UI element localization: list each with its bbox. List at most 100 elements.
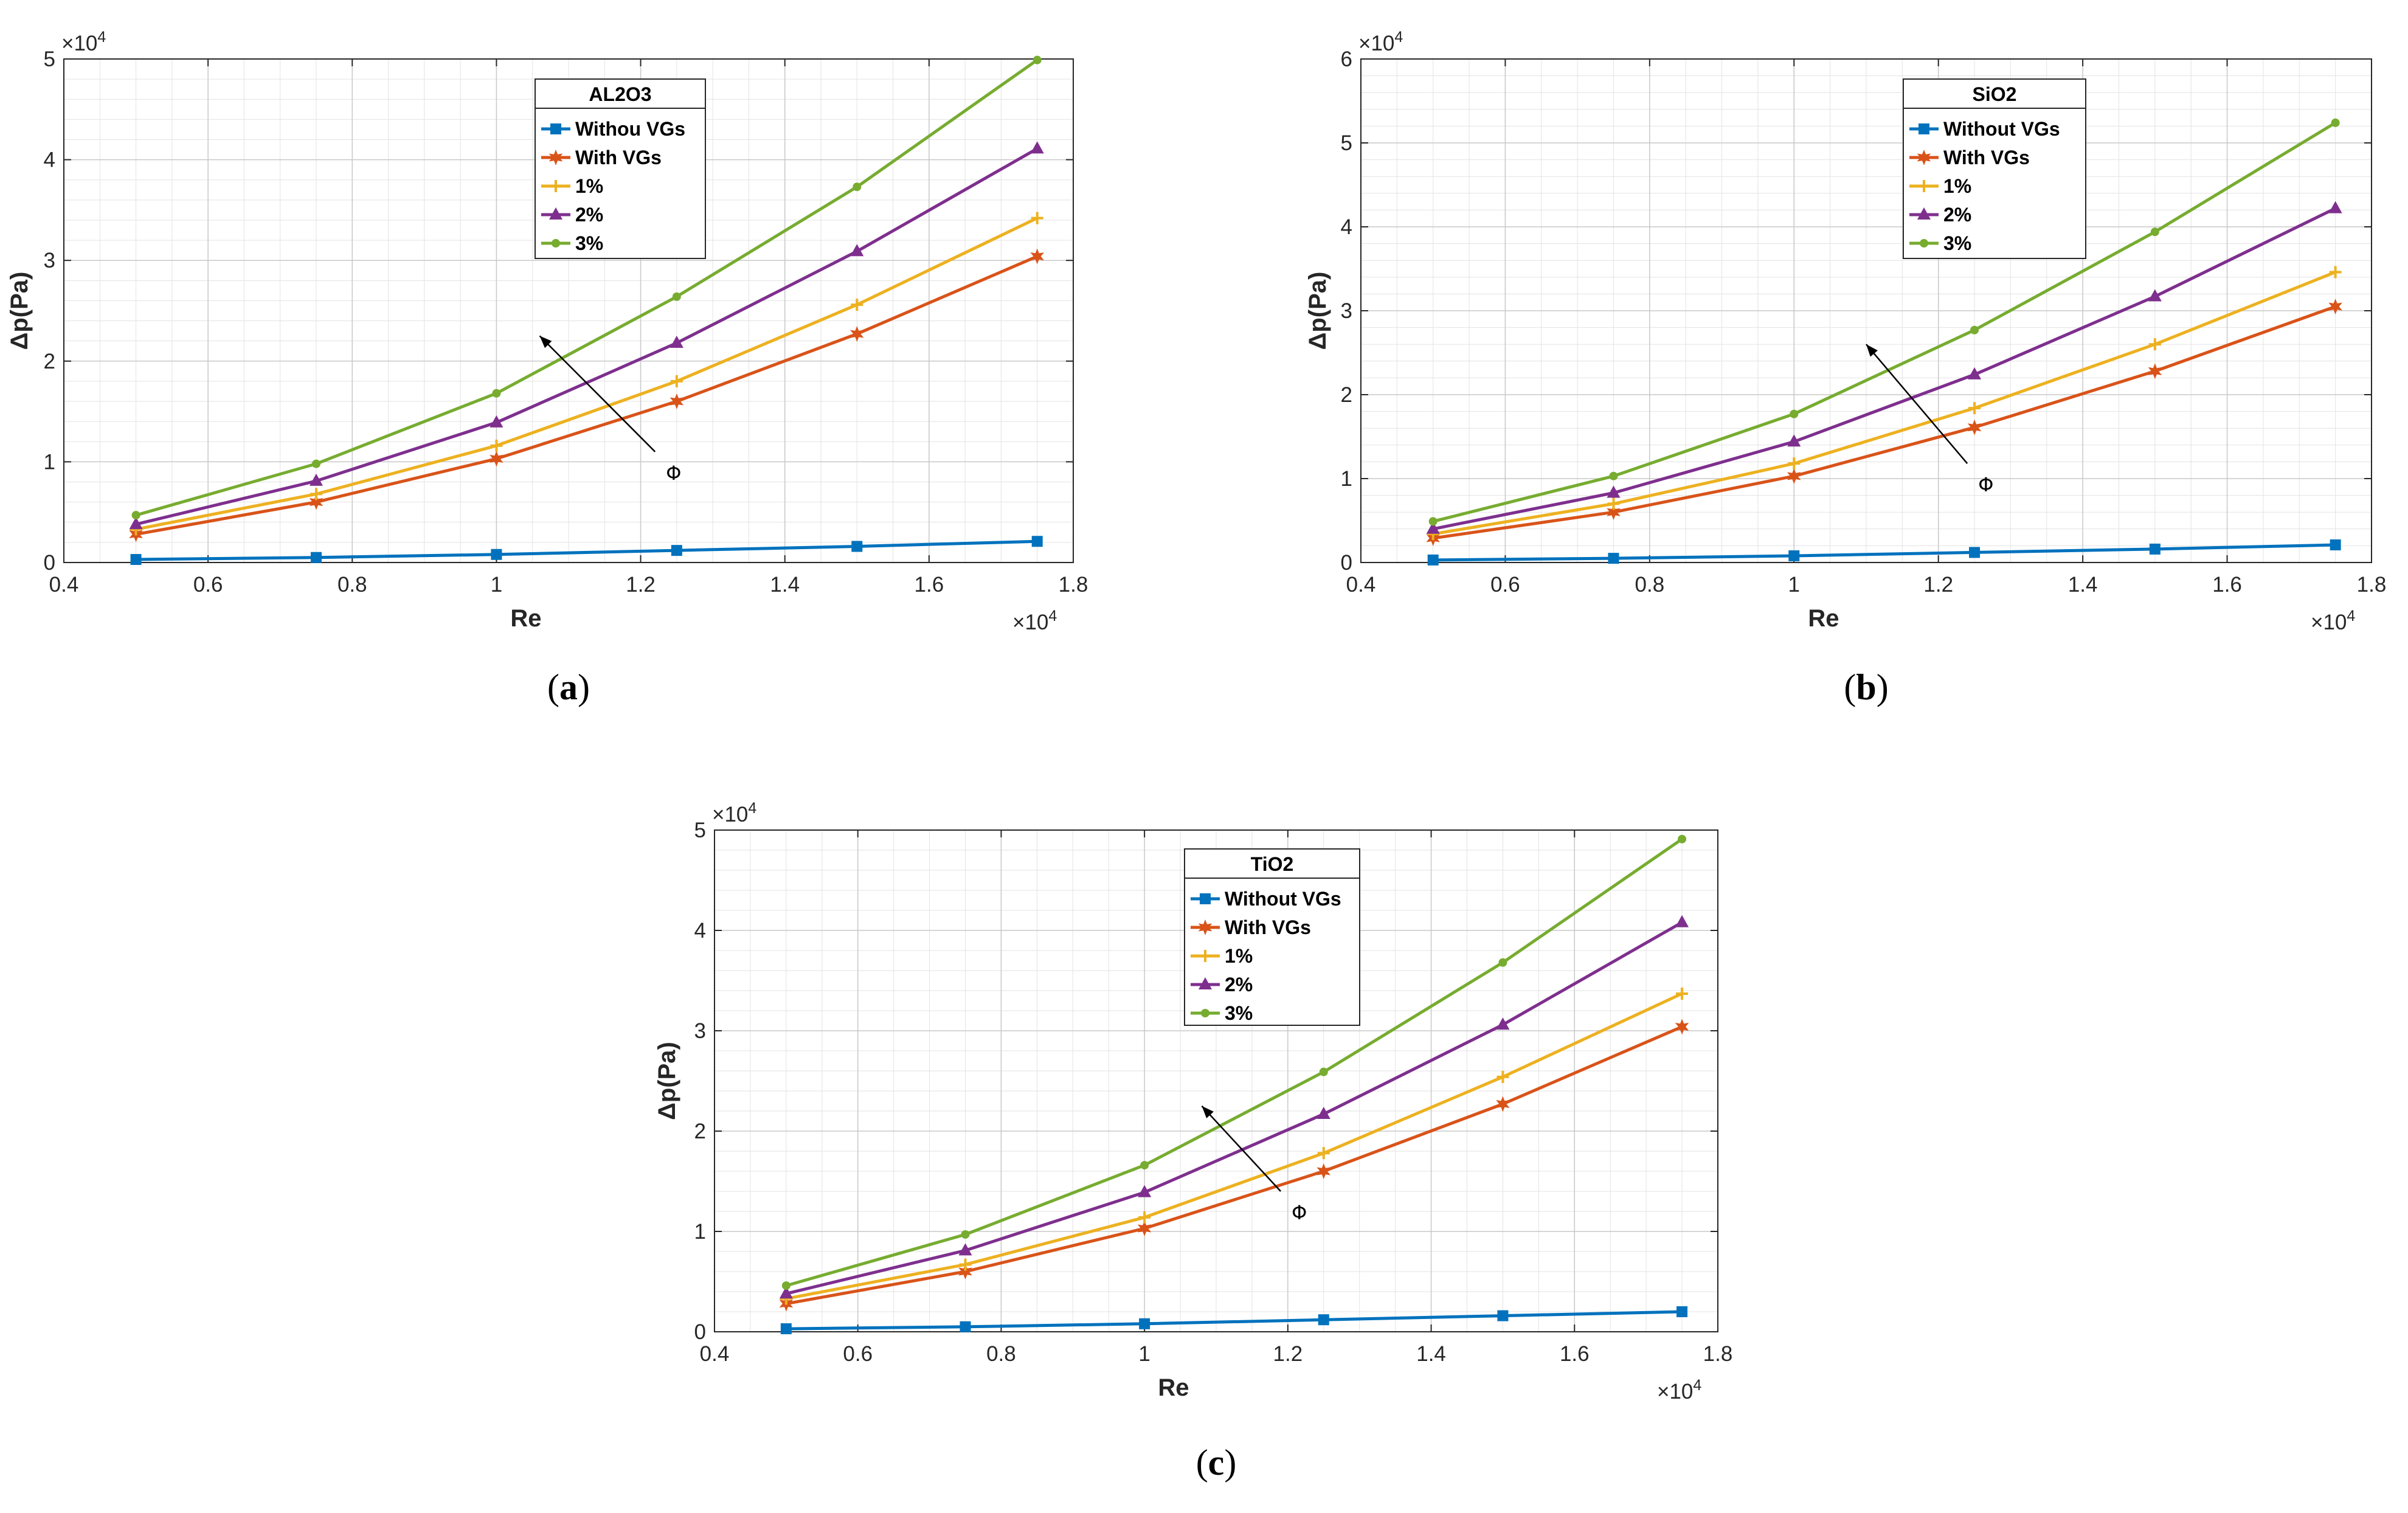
panel-c-data-point — [1675, 1019, 1689, 1035]
panel-b-legend-swatch-marker — [1917, 150, 1931, 165]
panel-b-ylabel: Δp(Pa) — [1304, 272, 1331, 350]
panel-a-y-exponent: 4 — [97, 29, 106, 46]
panel-c-series-line — [786, 1310, 1683, 1331]
panel-b-data-point — [2150, 227, 2159, 237]
panel-a-series-line — [136, 255, 1038, 536]
panel-c-legend-item: 1% — [1225, 945, 1253, 967]
panel-c-xtick-label: 1.4 — [1416, 1342, 1446, 1366]
panel-c-series-2 — [780, 987, 1689, 1305]
panel-a-xtick-label: 1.6 — [915, 573, 944, 597]
panel-c-data-point — [781, 1281, 791, 1290]
panel-a-xtick-label: 1.8 — [1059, 573, 1088, 597]
panel-a-annotation: Φ — [539, 335, 681, 485]
panel-c-data-point — [1496, 1017, 1510, 1030]
panel-a-ytick-label: 2 — [44, 350, 55, 373]
panel-a-series-line — [136, 539, 1037, 561]
panel-a-series-line — [136, 216, 1038, 531]
panel-c-ytick-label: 5 — [694, 819, 706, 842]
panel-c-legend-swatch-marker — [1200, 893, 1211, 904]
panel-b-data-point — [2331, 118, 2340, 127]
panel-b-ytick-label: 1 — [1341, 467, 1352, 491]
panel-a-data-point — [1031, 536, 1043, 547]
panel-a-ytick-label: 1 — [44, 450, 55, 474]
panel-b-ytick-label: 3 — [1341, 299, 1352, 323]
panel-b-ytick-label: 2 — [1341, 383, 1352, 407]
panel-c-data-point — [1497, 1310, 1509, 1321]
panel-a-legend-swatch-marker — [550, 123, 561, 134]
panel-c-series-4 — [781, 834, 1687, 1290]
panel-b-series-2 — [1427, 266, 2342, 541]
panel-a-legend-swatch-marker — [552, 239, 560, 248]
panel-b-caption-letter: b — [1856, 667, 1876, 707]
panel-b-data-point — [1609, 471, 1618, 480]
panel-c-legend: TiO2 Without VGs With VGs 1% 2% 3% — [1184, 848, 1360, 1026]
panel-b-legend-item: With VGs — [1943, 147, 2030, 168]
panel-a-legend-swatch-marker — [549, 207, 562, 220]
panel-a-xtick-label: 1.4 — [770, 573, 800, 597]
panel-b-caption-open: ( — [1844, 667, 1856, 707]
panel-c-annotation-label: Φ — [1292, 1201, 1307, 1224]
panel-a-data-point — [310, 488, 322, 500]
panel-c-data-point — [959, 1258, 972, 1271]
panel-b-series-3 — [1426, 201, 2342, 534]
panel-b-x-exponent: 4 — [2347, 608, 2355, 625]
panel-b-data-point — [1607, 504, 1621, 521]
panel-a-data-point — [851, 299, 863, 311]
panel-c-annotation-arrowhead — [1202, 1106, 1214, 1118]
panel-c-data-point — [1139, 1318, 1150, 1329]
panel-b-xtick-label: 1.6 — [2212, 573, 2242, 597]
panel-c-legend-swatch-marker — [1201, 1009, 1209, 1017]
panel-c-annotation-arrow — [1201, 1105, 1281, 1192]
panel-b-series-line — [1433, 271, 2336, 536]
panel-b-legend-swatch-marker — [1917, 207, 1931, 220]
panel-c: 0.4 0.6 0.8 1 1.2 1.4 1.6 1.8012345×104×104ReΔp… — [654, 800, 1732, 1483]
panel-c-series-line — [786, 921, 1683, 1295]
panel-b-data-point — [1790, 409, 1799, 418]
panel-c-data-point — [1316, 1163, 1330, 1179]
panel-b-legend-item: 2% — [1943, 204, 1971, 226]
panel-c-data-point — [1318, 1314, 1329, 1326]
panel-c-data-point — [958, 1264, 972, 1279]
panel-a-legend-swatch-marker — [550, 180, 562, 192]
panel-a-data-point — [670, 375, 683, 387]
panel-a-data-point — [850, 326, 864, 342]
panel-b-caption: (b) — [1844, 667, 1888, 707]
panel-b-xtick-label: 1.8 — [2357, 573, 2387, 597]
panel-c-caption-letter: c — [1208, 1442, 1225, 1483]
panel-c-data-point — [1676, 1306, 1688, 1317]
panel-c-xtick-label: 1.8 — [1703, 1342, 1733, 1366]
panel-c-data-point — [779, 1286, 793, 1299]
panel-c-legend-item: Without VGs — [1225, 888, 1341, 910]
panel-a-xtick-label: 0.4 — [49, 573, 79, 597]
panel-c-legend-swatch-marker — [1198, 919, 1213, 935]
panel-b-data-point — [1428, 517, 1438, 526]
panel-b-ytick-label: 4 — [1341, 215, 1352, 239]
panel-c-data-point — [958, 1243, 972, 1256]
panel-b-data-point — [2148, 289, 2162, 302]
panel-a-data-point — [669, 335, 683, 348]
panel-c-series-line — [786, 837, 1683, 1287]
panel-b-data-point — [1787, 468, 1801, 484]
panel-b-series-line — [1433, 121, 2336, 523]
panel-c-series-0 — [780, 1306, 1688, 1335]
panel-b-series-0 — [1427, 539, 2341, 566]
panel-a-data-point — [491, 549, 502, 560]
panel-c-data-point — [1138, 1211, 1151, 1224]
panel-b-legend-item: 1% — [1943, 175, 1971, 197]
panel-c-data-point — [961, 1230, 970, 1239]
panel-a-ytick-label: 3 — [44, 249, 55, 272]
panel-b-data-point — [1968, 402, 1981, 415]
panel-b-data-point — [2149, 543, 2161, 555]
panel-c-legend-item: 2% — [1225, 974, 1253, 995]
panel-b-legend: SiO2 Without VGs With VGs 1% 2% 3% — [1903, 78, 2086, 259]
panel-a-caption-open: ( — [547, 667, 559, 707]
panel-a-xtick-label: 0.8 — [337, 573, 367, 597]
panel-c-data-point — [960, 1321, 971, 1332]
panel-b: 0.4 0.6 0.8 1 1.2 1.4 1.6 1.80123456×104×104ReΔ… — [1304, 29, 2386, 707]
panel-a-xlabel: Re — [510, 605, 541, 632]
panel-a-data-point — [311, 552, 322, 563]
panel-c-legend-item: With VGs — [1225, 916, 1311, 938]
panel-c-ytick-label: 3 — [694, 1019, 706, 1043]
panel-c-caption-close: ) — [1224, 1442, 1236, 1483]
panel-b-xtick-label: 1.4 — [2068, 573, 2098, 597]
